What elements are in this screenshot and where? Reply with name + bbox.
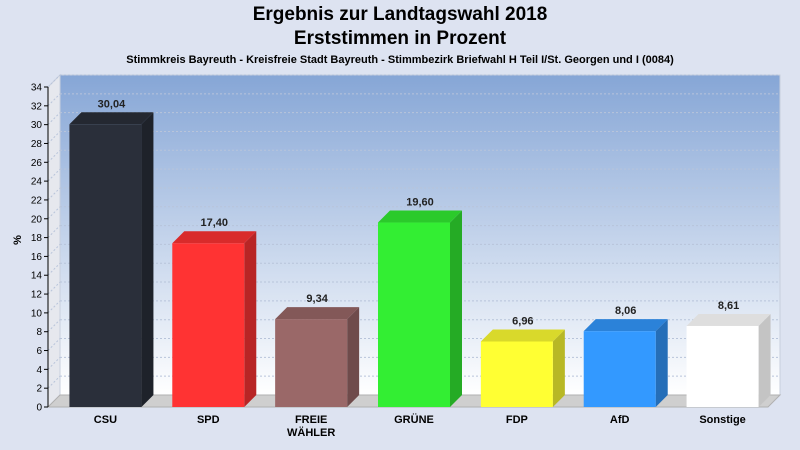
gridline [47, 112, 61, 126]
y-tick-label: 0 [36, 403, 42, 414]
x-tick-label: SPD [197, 414, 220, 426]
y-tick-label: 16 [31, 252, 43, 263]
bar-side [141, 112, 154, 407]
plot-side-wall [47, 73, 61, 409]
bar-csu [69, 124, 142, 407]
bar-side [347, 307, 360, 407]
y-tick-label: 20 [31, 214, 43, 225]
gridline [47, 74, 61, 88]
bar-top [686, 313, 771, 326]
gridline [47, 168, 61, 182]
gridline [47, 338, 61, 351]
bar-sonstige [686, 325, 759, 407]
gridline [47, 356, 61, 370]
y-tick-label: 8 [36, 327, 42, 338]
y-tick-label: 32 [31, 101, 43, 112]
bar-grüne [378, 222, 450, 407]
data-label: 19,60 [406, 197, 434, 209]
gridline [47, 206, 61, 220]
gridline [47, 244, 61, 257]
bar-top [172, 231, 257, 244]
x-tick-label: AfD [610, 414, 630, 426]
y-tick-label: 4 [36, 365, 42, 376]
bar-freie-wähler [275, 319, 348, 407]
y-tick-label: 30 [31, 120, 43, 131]
gridline [47, 131, 61, 144]
gridline [47, 281, 61, 295]
x-tick-label: CSU [94, 414, 117, 426]
x-tick-label: Sonstige [699, 414, 745, 426]
y-tick-label: 12 [31, 290, 43, 301]
bar-top [69, 112, 154, 125]
y-tick-label: 24 [31, 177, 43, 188]
y-tick-label: 22 [31, 195, 43, 206]
x-tick-label: FDP [506, 414, 528, 426]
data-label: 17,40 [201, 217, 229, 229]
gridline [47, 319, 61, 333]
gridline [47, 187, 61, 201]
bar-top [583, 319, 668, 332]
data-label: 8,06 [615, 305, 636, 317]
y-tick-label: 34 [31, 83, 43, 94]
data-label: 6,96 [512, 315, 533, 327]
bar-top [378, 210, 462, 223]
bar-side [655, 319, 668, 407]
plot-area: 024681012141618202224262830323430,04CSU1… [31, 73, 782, 439]
gridline [47, 262, 61, 276]
y-tick-label: 14 [31, 271, 43, 282]
data-label: 9,34 [306, 293, 328, 305]
bar-spd [172, 243, 245, 407]
y-axis-label: % [12, 235, 24, 245]
bar-fdp [480, 341, 553, 407]
x-tick-label: FREIE [295, 414, 327, 426]
bar-afd [583, 331, 656, 407]
y-tick-label: 28 [31, 139, 43, 150]
chart-title-line2: Erststimmen in Prozent [293, 28, 507, 49]
data-label: 30,04 [98, 98, 126, 110]
chart-title: Ergebnis zur Landtagswahl 2018 [252, 4, 548, 25]
bar-side [552, 329, 565, 407]
data-label: 8,61 [718, 300, 739, 312]
y-tick-label: 6 [36, 346, 42, 357]
bar-side [758, 313, 771, 407]
x-tick-label: GRÜNE [394, 413, 434, 426]
y-tick-label: 2 [36, 384, 42, 395]
y-tick-label: 18 [31, 233, 43, 244]
gridline [47, 225, 61, 238]
y-tick-label: 10 [31, 308, 43, 319]
gridline [47, 93, 61, 107]
bar-side [244, 231, 257, 407]
bar-top [275, 307, 360, 320]
bar-top [480, 329, 565, 342]
gridline [47, 149, 61, 163]
gridline [47, 375, 61, 389]
y-tick-label: 26 [31, 158, 43, 169]
bar-side [450, 210, 462, 407]
gridline [47, 300, 61, 314]
chart-subtitle: Stimmkreis Bayreuth - Kreisfreie Stadt B… [126, 54, 674, 66]
x-tick-label: WÄHLER [287, 426, 335, 439]
